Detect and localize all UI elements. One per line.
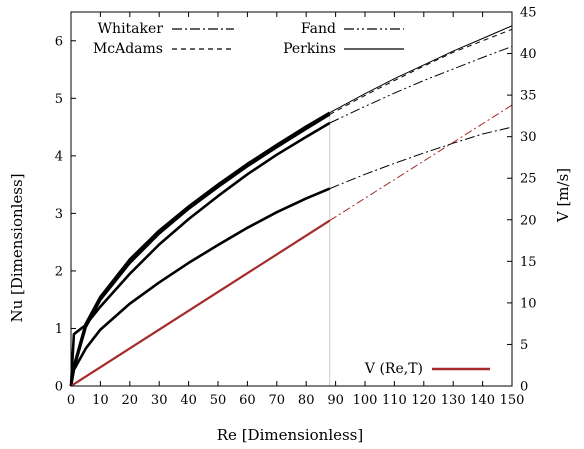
x-tick-label: 110 (382, 393, 407, 408)
legend-label-perkins: Perkins (283, 41, 336, 57)
x-tick-label: 130 (441, 393, 466, 408)
y2-tick-label: 0 (520, 380, 528, 395)
y2-tick-label: 40 (520, 47, 537, 62)
y-tick-label: 2 (55, 264, 63, 279)
series-mcadams-extension (329, 28, 513, 115)
series-whitaker-extension (329, 126, 513, 190)
plot-frame (70, 11, 513, 387)
x-tick-label: 90 (327, 393, 344, 408)
x-tick-label: 60 (239, 393, 256, 408)
x-tick-label: 30 (151, 393, 168, 408)
series-whitaker-solid (69, 187, 331, 387)
series-fand-solid (69, 121, 331, 387)
y-tick-label: 1 (55, 322, 63, 337)
y-tick-label: 4 (55, 149, 63, 164)
y-tick-label: 6 (55, 34, 63, 49)
x-tick-label: 20 (122, 393, 139, 408)
series-v-re-t-solid (70, 219, 331, 387)
series-lines (69, 25, 513, 387)
series-mcadams-solid (69, 113, 331, 387)
plot-frame-rect (70, 11, 513, 387)
legend-label-v-re-t: V (Re,T) (364, 361, 423, 377)
legend-label-fand: Fand (301, 21, 336, 37)
y2-tick-label: 20 (520, 213, 537, 228)
x-tick-label: 100 (353, 393, 378, 408)
y-axis-label: Nu [Dimensionless] (8, 173, 26, 322)
y2-axis-label: V [m/s] (554, 168, 572, 223)
y2-tick-label: 30 (520, 130, 537, 145)
y2-tick-label: 10 (520, 296, 537, 311)
x-tick-label: 140 (470, 393, 495, 408)
y-tick-label: 3 (55, 207, 63, 222)
y-tick-label: 0 (55, 380, 63, 395)
x-tick-label: 120 (411, 393, 436, 408)
legend: Whitaker Fand McAdams Perkins V (Re,T) (93, 21, 490, 377)
x-tick-label: 70 (269, 393, 286, 408)
y2-tick-label: 35 (520, 89, 537, 104)
series-perkins-solid (69, 111, 331, 387)
y2-tick-label: 45 (520, 6, 537, 21)
y-tick-label: 5 (55, 92, 63, 107)
legend-label-mcadams: McAdams (93, 41, 163, 57)
legend-label-whitaker: Whitaker (98, 21, 164, 37)
x-tick-label: 10 (92, 393, 109, 408)
axis-ticks: 0 10 20 30 40 50 60 70 80 90 100 110 120 130 140 150012… (55, 6, 537, 409)
x-tick-label: 50 (210, 393, 227, 408)
x-tick-label: 80 (298, 393, 315, 408)
x-tick-label: 150 (500, 393, 525, 408)
x-axis-label: Re [Dimensionless] (217, 426, 363, 444)
y2-tick-label: 15 (520, 255, 537, 270)
series-fand-extension (329, 46, 513, 124)
series-v-re-t-extension (329, 104, 513, 222)
x-tick-label: 0 (67, 393, 75, 408)
series-perkins-extension (329, 25, 513, 114)
y2-tick-label: 5 (520, 338, 528, 353)
y2-tick-label: 25 (520, 172, 537, 187)
x-tick-label: 40 (180, 393, 197, 408)
